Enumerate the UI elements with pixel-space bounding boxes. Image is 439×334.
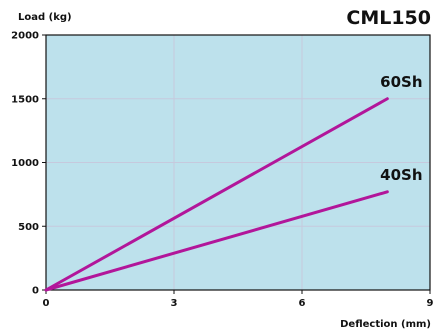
x-axis-ticks: 0 3 6 9 (43, 290, 434, 309)
series-line-60Sh (44, 97, 389, 292)
y-tick-label-2: 1000 (11, 158, 39, 169)
y-tick-label-0: 0 (32, 286, 39, 297)
series-labels: 60Sh 40Sh (380, 73, 422, 184)
x-tick-label-3: 9 (427, 298, 434, 309)
y-tick-label-1: 500 (18, 222, 39, 233)
chart-title: CML150 (346, 7, 431, 29)
series-lines (44, 97, 389, 292)
x-tick-label-0: 0 (43, 298, 50, 309)
y-tick-label-3: 1500 (11, 94, 39, 105)
x-tick-label-2: 6 (299, 298, 306, 309)
y-tick-label-4: 2000 (11, 31, 39, 42)
series-label-60Sh: 60Sh (380, 73, 422, 91)
series-label-40Sh: 40Sh (380, 166, 422, 184)
y-axis-ticks: 0 500 1000 1500 2000 (11, 31, 46, 297)
y-axis-title: Load (kg) (18, 12, 72, 23)
x-tick-label-1: 3 (171, 298, 178, 309)
series-line-40Sh (44, 190, 389, 292)
x-axis-title: Deflection (mm) (340, 319, 431, 330)
